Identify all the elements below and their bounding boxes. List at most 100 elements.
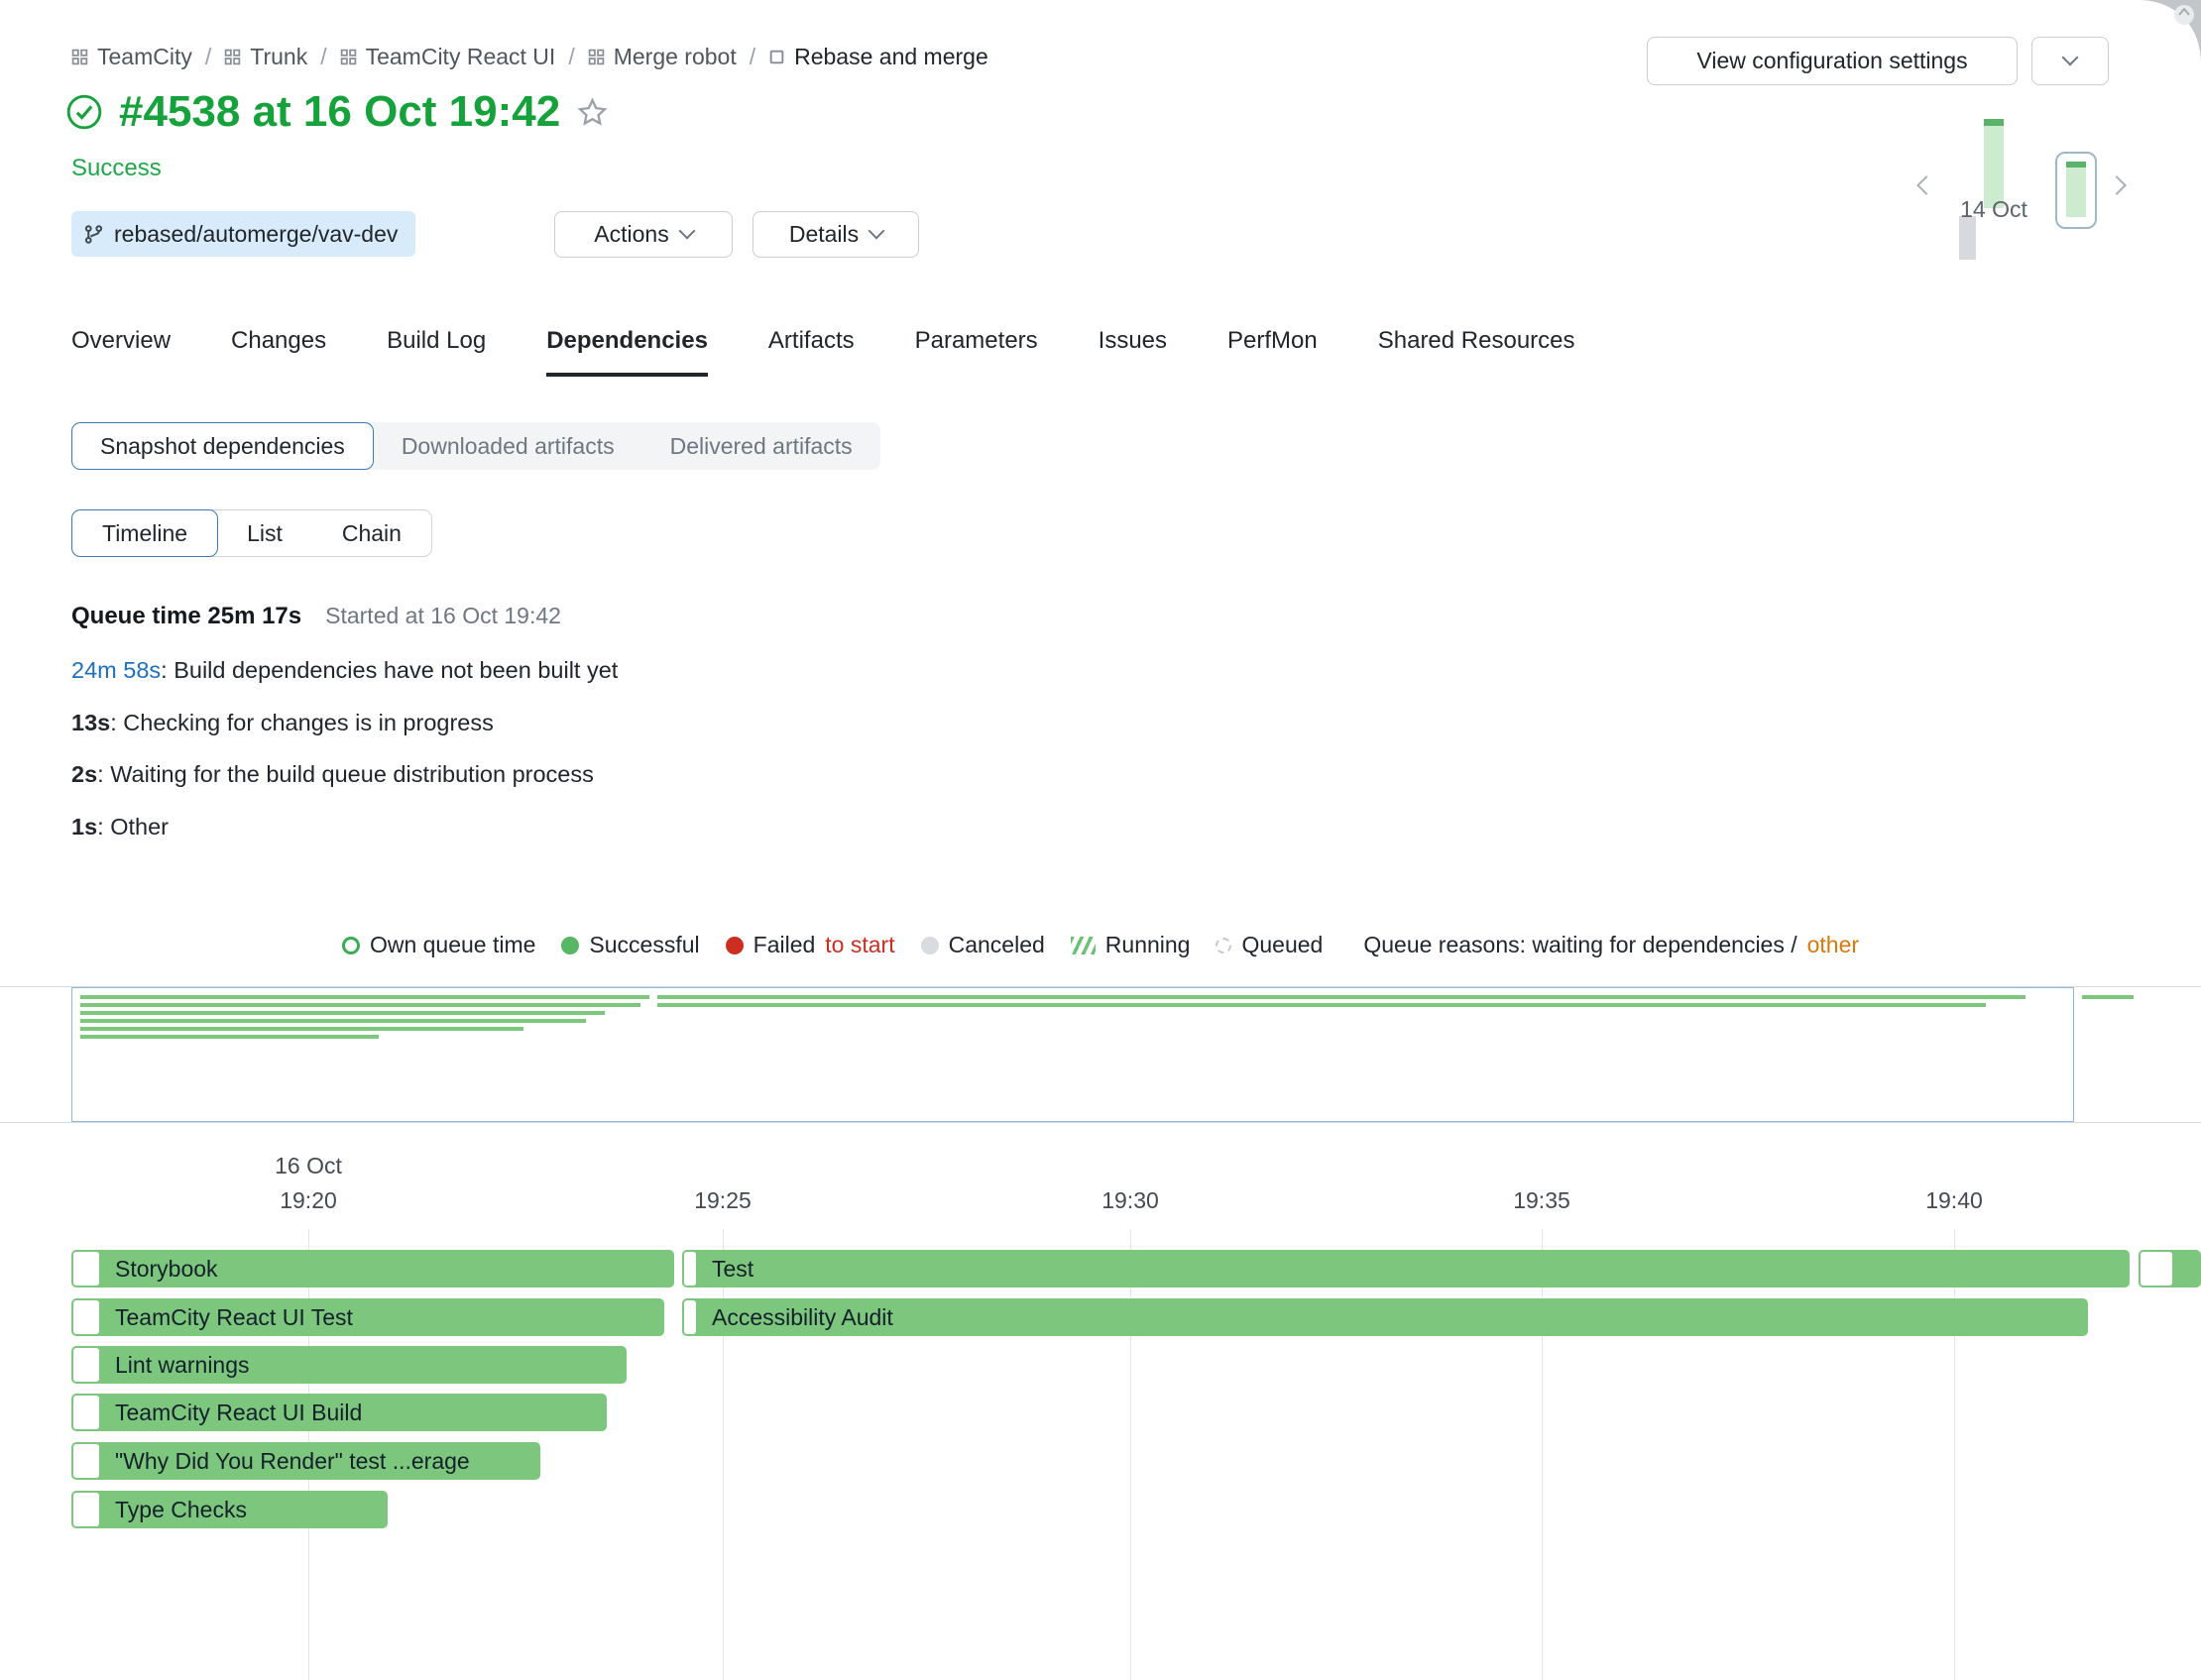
breadcrumb-separator: / (568, 44, 575, 69)
legend-running: Running (1070, 932, 1191, 958)
details-button[interactable]: Details (753, 211, 919, 258)
gridline (1542, 1229, 1543, 1680)
timeline-bar-clipped-right[interactable] (2139, 1250, 2201, 1288)
tab-overview[interactable]: Overview (71, 327, 172, 354)
gridline (1954, 1229, 1955, 1680)
segment-delivered-artifacts[interactable]: Delivered artifacts (669, 432, 853, 459)
axis-date-label: 16 Oct (275, 1153, 342, 1178)
segment-snapshot-dependencies[interactable]: Snapshot dependencies (71, 422, 374, 470)
tab-parameters[interactable]: Parameters (914, 327, 1038, 354)
legend-successful: Successful (561, 932, 700, 958)
minimap-bar (80, 1027, 523, 1031)
history-current-build-selector[interactable] (2055, 152, 2097, 229)
tab-issues[interactable]: Issues (1098, 327, 1168, 354)
branch-chip[interactable]: rebased/automerge/vav-dev (71, 211, 416, 257)
legend-label: Own queue time (369, 932, 536, 957)
breadcrumb-item-teamcity-react-ui[interactable]: TeamCity React UI (340, 44, 556, 70)
bar-label: Storybook (115, 1255, 218, 1282)
bar-label: Accessibility Audit (712, 1303, 893, 1330)
timeline-legend: Own queue time Successful Failed to star… (0, 932, 2201, 958)
timeline-bar-teamcity-react-ui-test[interactable]: TeamCity React UI Test (71, 1298, 664, 1336)
minimap-bar (80, 995, 649, 999)
queue-reason-text: : Checking for changes is in progress (110, 710, 494, 735)
project-grid-icon (340, 49, 356, 65)
history-build-bar-gray[interactable] (1959, 216, 1976, 260)
history-build-bar[interactable] (1984, 119, 2004, 208)
success-check-icon (66, 94, 102, 130)
segment-chain[interactable]: Chain (341, 519, 402, 546)
corner-decoration (2138, 0, 2201, 63)
history-prev-arrow-icon[interactable] (1916, 175, 1936, 195)
tab-build-log[interactable]: Build Log (387, 327, 487, 354)
breadcrumb-item-rebase-and-merge[interactable]: Rebase and merge (768, 44, 988, 70)
queue-reason-row: 24m 58s: Build dependencies have not bee… (71, 657, 618, 684)
timeline-bar-accessibility-audit[interactable]: Accessibility Audit (682, 1298, 2088, 1336)
legend-own-queue-time: Own queue time (341, 932, 536, 958)
minimap-bar (80, 1003, 640, 1007)
chevron-down-icon (678, 222, 696, 240)
queue-summary-header: Queue time 25m 17s Started at 16 Oct 19:… (71, 603, 561, 630)
own-queue-time-segment (684, 1252, 696, 1286)
legend-label: Queued (1241, 932, 1324, 957)
branch-name: rebased/automerge/vav-dev (114, 220, 399, 247)
view-configuration-settings-button[interactable]: View configuration settings (1647, 37, 2018, 85)
breadcrumb-item-merge-robot[interactable]: Merge robot (588, 44, 737, 70)
build-tabs: Overview Changes Build Log Dependencies … (71, 327, 1575, 377)
segment-downloaded-artifacts[interactable]: Downloaded artifacts (401, 432, 615, 459)
build-status-text: Success (71, 155, 162, 181)
breadcrumb-item-teamcity[interactable]: TeamCity (71, 44, 192, 70)
minimap-selection-window[interactable] (71, 987, 2074, 1122)
timeline-bar-lint-warnings[interactable]: Lint warnings (71, 1346, 627, 1384)
gridline (723, 1229, 724, 1680)
queue-time-title: Queue time 25m 17s (71, 603, 302, 629)
bar-label: Type Checks (115, 1496, 247, 1522)
legend-queued: Queued (1216, 932, 1323, 958)
bar-label: TeamCity React UI Build (115, 1399, 363, 1425)
segment-list[interactable]: List (247, 519, 283, 546)
breadcrumb-label: Trunk (250, 44, 308, 69)
queue-reason-row: 1s: Other (71, 814, 169, 840)
timeline-bar-storybook[interactable]: Storybook (71, 1250, 674, 1288)
tab-changes[interactable]: Changes (231, 327, 327, 354)
axis-tick-label: 19:40 (1925, 1187, 1983, 1213)
details-label: Details (788, 221, 860, 247)
timeline-bar-teamcity-react-ui-build[interactable]: TeamCity React UI Build (71, 1394, 607, 1431)
breadcrumb-separator: / (320, 44, 327, 69)
timeline-bar-test[interactable]: Test (682, 1250, 2130, 1288)
project-grid-icon (71, 49, 88, 65)
tab-shared-resources[interactable]: Shared Resources (1377, 327, 1575, 354)
queue-duration-link[interactable]: 24m 58s (71, 657, 162, 683)
tab-dependencies[interactable]: Dependencies (546, 327, 708, 377)
legend-label-suffix: to start (825, 932, 895, 957)
star-icon[interactable] (576, 96, 609, 129)
build-number-title[interactable]: #4538 at 16 Oct 19:42 (119, 87, 561, 136)
queue-reason-row: 2s: Waiting for the build queue distribu… (71, 761, 594, 788)
own-queue-time-segment (684, 1300, 696, 1334)
view-mode-segments: Timeline List Chain (71, 509, 432, 557)
view-configuration-settings-dropdown-button[interactable] (2031, 37, 2109, 85)
successful-dot-icon (561, 936, 580, 954)
segment-timeline[interactable]: Timeline (71, 509, 219, 557)
tab-perfmon[interactable]: PerfMon (1227, 327, 1318, 354)
own-queue-time-segment (2141, 1252, 2172, 1286)
actions-button[interactable]: Actions (554, 211, 733, 258)
queue-duration: 2s (71, 761, 98, 787)
breadcrumb-separator: / (204, 44, 212, 69)
gridline (1130, 1229, 1131, 1680)
timeline-bar-type-checks[interactable]: Type Checks (71, 1491, 388, 1528)
breadcrumb-label: Merge robot (613, 44, 737, 69)
legend-label: Running (1104, 932, 1191, 957)
branch-icon (84, 224, 103, 244)
history-date-label: 14 Oct (1960, 196, 2027, 222)
minimap-bar (657, 1003, 1986, 1007)
timeline-bar-why-did-you-render[interactable]: "Why Did You Render" test ...erage (71, 1442, 540, 1480)
tab-artifacts[interactable]: Artifacts (767, 327, 855, 354)
own-queue-time-segment (73, 1300, 99, 1334)
axis-tick-label: 19:20 (280, 1187, 337, 1213)
breadcrumb-label: TeamCity React UI (365, 44, 556, 69)
breadcrumb-item-trunk[interactable]: Trunk (224, 44, 307, 70)
legend-label: Canceled (948, 932, 1045, 957)
axis-tick-label: 19:35 (1513, 1187, 1570, 1213)
history-next-arrow-icon[interactable] (2107, 175, 2127, 195)
own-queue-time-segment (73, 1348, 99, 1382)
